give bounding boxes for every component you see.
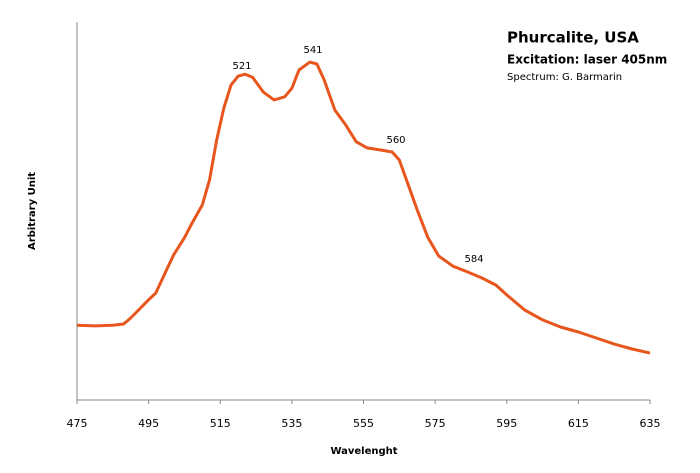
x-tick-label: 555 <box>353 417 374 430</box>
annotation: 560 <box>386 135 405 146</box>
annotation: 521 <box>232 61 251 72</box>
x-tick-label: 595 <box>496 417 517 430</box>
x-axis-label: Wavelenght <box>330 446 397 457</box>
annotation: 584 <box>464 254 483 265</box>
x-tick-label: 615 <box>568 417 589 430</box>
chart-title: Phurcalite, USA <box>507 29 639 47</box>
annotation: 541 <box>303 45 322 56</box>
line <box>76 60 651 355</box>
credit: Spectrum: G. Barmarin <box>507 72 622 83</box>
x-tick-label: 495 <box>138 417 159 430</box>
x-tick-label: 515 <box>210 417 231 430</box>
chart-subtitle: Excitation: laser 405nm <box>507 53 667 67</box>
x-tick-label: 575 <box>425 417 446 430</box>
x-tick-label: 475 <box>67 417 88 430</box>
y-axis-label: Arbitrary Unit <box>27 172 38 250</box>
x-tick-label: 535 <box>281 417 302 430</box>
x-tick-label: 635 <box>640 417 661 430</box>
